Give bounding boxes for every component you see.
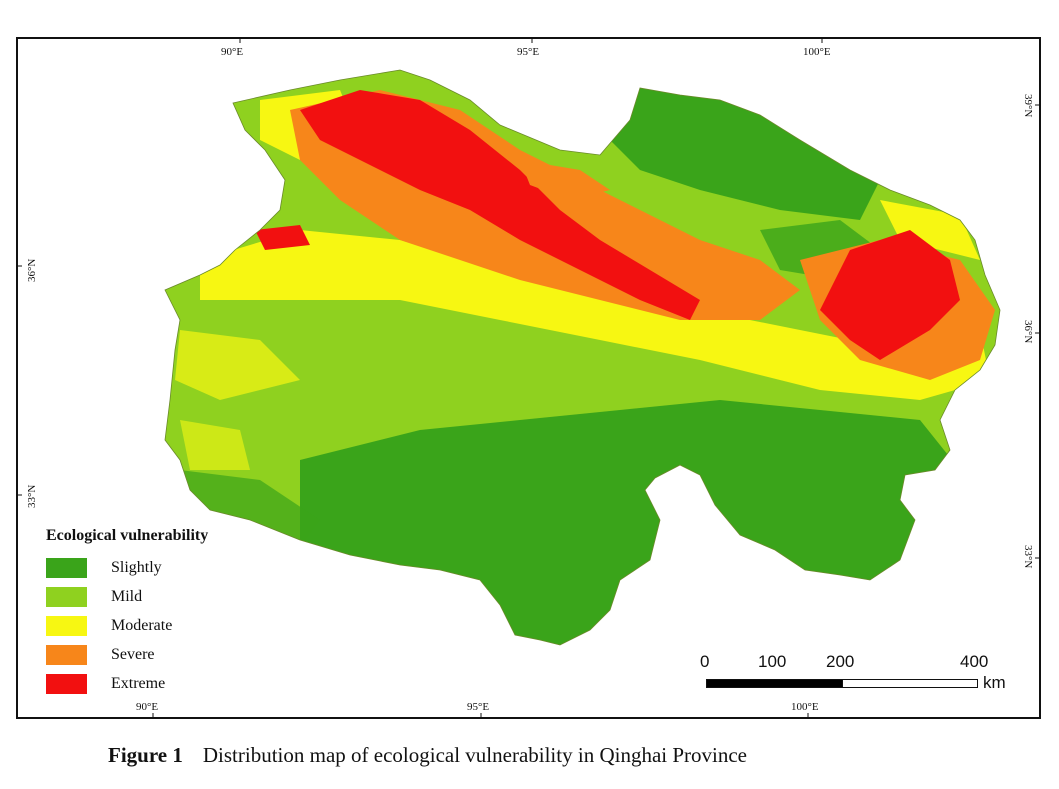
scale-label-200: 200 [826, 652, 855, 671]
legend-swatch-moderate [46, 615, 87, 636]
legend-swatch-extreme [46, 673, 87, 694]
legend: Ecological vulnerability Slightly Mild M… [46, 527, 208, 698]
scale-unit: km [983, 673, 1006, 692]
legend-item-slightly: Slightly [46, 553, 208, 582]
severe-patch-center [520, 160, 610, 200]
legend-item-extreme: Extreme [46, 669, 208, 698]
legend-swatch-severe [46, 644, 87, 665]
legend-label-slightly: Slightly [111, 558, 162, 576]
legend-item-mild: Mild [46, 582, 208, 611]
map-frame [16, 37, 1041, 719]
legend-swatch-slightly [46, 557, 87, 578]
top-tick-95: 95°E [517, 46, 540, 58]
legend-label-severe: Severe [111, 645, 155, 663]
province-outline [164, 69, 1001, 646]
scale-label-400: 400 [960, 652, 989, 671]
moderate-patch-southwest [180, 420, 250, 470]
slightly-zone-south [300, 400, 960, 645]
extreme-patch-west [255, 225, 310, 250]
top-tick-90: 90°E [221, 46, 244, 58]
extreme-zone-north [300, 90, 700, 320]
bottom-tick-100: 100°E [791, 701, 819, 713]
caption-text: Distribution map of ecological vulnerabi… [202, 743, 747, 767]
moderate-band [200, 230, 990, 400]
right-tick-36: 36°N [1022, 320, 1034, 344]
left-tick-33: 33°N [26, 484, 38, 508]
scale-label-0: 0 [700, 652, 710, 671]
right-tick-39: 39°N [1022, 94, 1034, 118]
slightly-zone-northeast [610, 80, 880, 220]
legend-label-moderate: Moderate [111, 616, 173, 634]
moderate-patch-west [175, 330, 300, 400]
legend-label-mild: Mild [111, 587, 143, 605]
caption-label: Figure 1 [108, 743, 183, 767]
legend-label-extreme: Extreme [111, 674, 166, 692]
top-tick-100: 100°E [803, 46, 831, 58]
left-tick-36: 36°N [26, 258, 38, 282]
legend-item-moderate: Moderate [46, 611, 208, 640]
bottom-tick-90: 90°E [136, 701, 159, 713]
bottom-tick-95: 95°E [467, 701, 490, 713]
legend-item-severe: Severe [46, 640, 208, 669]
scale-segment-black [706, 679, 843, 688]
legend-swatch-mild [46, 586, 87, 607]
legend-title: Ecological vulnerability [46, 527, 209, 544]
scale-label-100: 100 [758, 652, 787, 671]
scale-segment-white [842, 679, 978, 688]
right-tick-33: 33°N [1022, 545, 1034, 569]
extreme-zone-east [820, 230, 960, 360]
figure-caption: Figure 1 Distribution map of ecological v… [108, 743, 747, 768]
graticule-ticks [16, 37, 1041, 719]
